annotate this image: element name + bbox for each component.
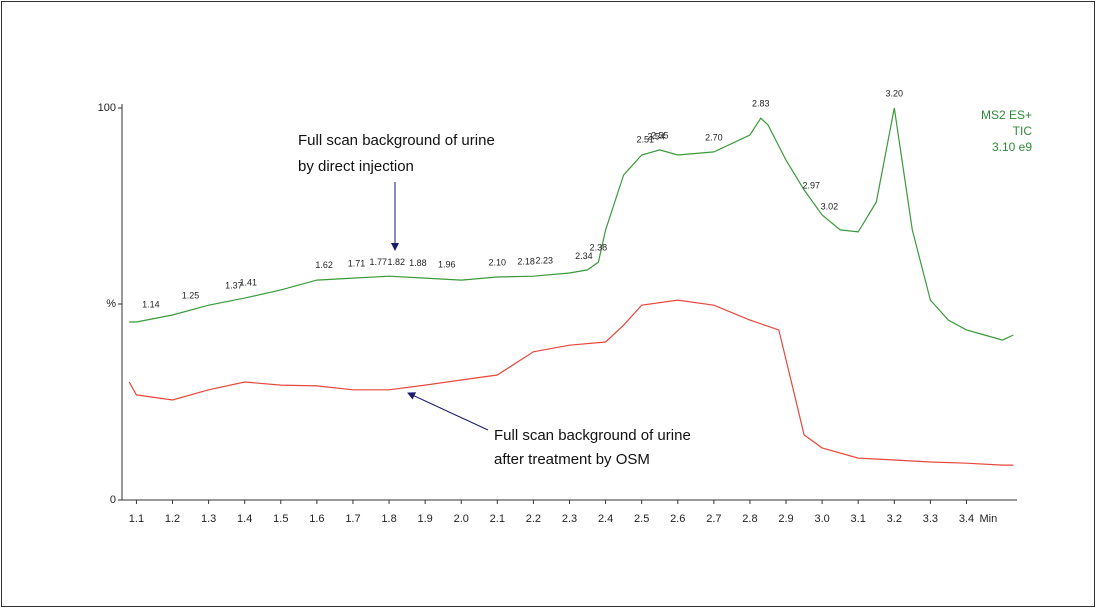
x-tick-label: 2.0 — [454, 513, 469, 525]
peak-label: 2.83 — [752, 99, 770, 109]
peak-label: 2.54 — [647, 131, 665, 141]
peak-label: 2.51 — [637, 134, 655, 144]
x-tick-label: 3.2 — [887, 513, 902, 525]
x-unit: Min — [979, 513, 997, 525]
x-tick-label: 1.2 — [165, 513, 180, 525]
info-label: TIC — [1013, 124, 1033, 138]
peak-label: 2.10 — [489, 257, 507, 267]
info-label: 3.10 e9 — [992, 140, 1032, 154]
peak-label: 1.82 — [388, 257, 406, 267]
x-tick-label: 3.3 — [923, 513, 938, 525]
x-tick-label: 3.0 — [814, 513, 829, 525]
x-tick-label: 2.6 — [670, 513, 685, 525]
annotation: Full scan background of urine — [298, 132, 495, 149]
x-tick-label: 2.7 — [706, 513, 721, 525]
x-tick-label: 3.1 — [851, 513, 866, 525]
peak-label: 1.96 — [438, 260, 456, 270]
peak-label: 1.62 — [315, 260, 333, 270]
annotation: by direct injection — [298, 158, 414, 175]
peak-label: 2.34 — [575, 251, 593, 261]
peak-label: 1.88 — [409, 258, 427, 268]
annotation: Full scan background of urine — [494, 427, 691, 444]
peak-label: 2.70 — [705, 132, 723, 142]
y-tick-label: 100 — [98, 102, 116, 114]
x-tick-label: 1.1 — [129, 513, 144, 525]
x-tick-label: 1.6 — [309, 513, 324, 525]
peak-label: 2.38 — [590, 242, 608, 252]
x-tick-label: 1.3 — [201, 513, 216, 525]
peak-label: 1.77 — [369, 257, 387, 267]
x-tick-label: 2.2 — [526, 513, 541, 525]
peak-label: 1.14 — [142, 300, 160, 310]
y-tick-label: 0 — [110, 494, 116, 506]
x-tick-label: 1.9 — [417, 513, 432, 525]
series-line — [128, 299, 1014, 466]
peak-label: 1.41 — [240, 278, 258, 288]
x-tick-label: 1.8 — [381, 513, 396, 525]
y-tick-label: % — [106, 298, 116, 310]
series-line — [129, 107, 1014, 341]
x-tick-label: 2.5 — [634, 513, 649, 525]
peak-label: 1.71 — [348, 258, 366, 268]
x-tick-label: 2.9 — [778, 513, 793, 525]
x-tick-label: 2.4 — [598, 513, 613, 525]
info-label: MS2 ES+ — [981, 108, 1032, 122]
x-tick-label: 1.5 — [273, 513, 288, 525]
x-tick-label: 2.1 — [490, 513, 505, 525]
peak-label: 2.55 — [651, 130, 669, 140]
x-tick-label: 1.7 — [345, 513, 360, 525]
peak-label: 2.97 — [803, 180, 821, 190]
peak-label: 3.02 — [821, 201, 839, 211]
x-tick-label: 3.4 — [959, 513, 974, 525]
x-tick-label: 2.8 — [742, 513, 757, 525]
peak-label: 1.25 — [182, 290, 200, 300]
x-tick-label: 1.4 — [237, 513, 252, 525]
peak-label: 2.23 — [535, 256, 553, 266]
peak-label: 3.20 — [886, 88, 904, 98]
annotation: after treatment by OSM — [494, 451, 650, 468]
peak-label: 1.37 — [225, 281, 243, 291]
peak-label: 2.18 — [517, 257, 535, 267]
x-tick-label: 2.3 — [562, 513, 577, 525]
arrow — [407, 392, 489, 431]
